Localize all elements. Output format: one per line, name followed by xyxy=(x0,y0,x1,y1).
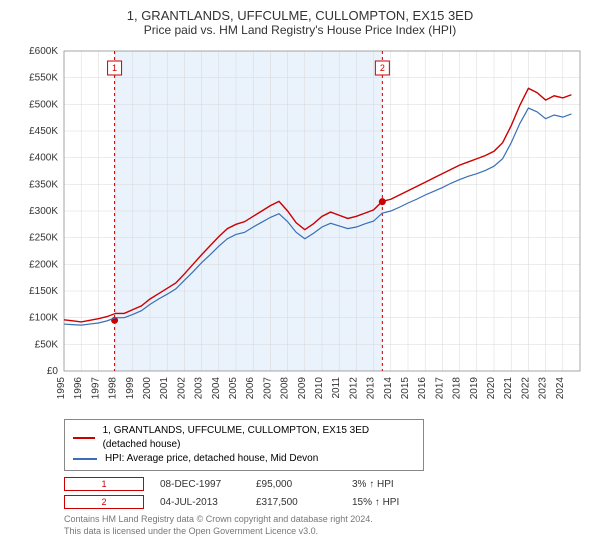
svg-text:2022: 2022 xyxy=(520,377,531,400)
marker-date-1: 08-DEC-1997 xyxy=(160,479,240,490)
legend-item-2: HPI: Average price, detached house, Mid … xyxy=(73,452,415,466)
marker-row-2: 2 04-JUL-2013 £317,500 15% ↑ HPI xyxy=(64,495,590,509)
legend: 1, GRANTLANDS, UFFCULME, CULLOMPTON, EX1… xyxy=(64,419,424,471)
marker-price-2: £317,500 xyxy=(256,497,336,508)
marker-badge-2: 2 xyxy=(64,495,144,509)
svg-text:£200K: £200K xyxy=(29,259,58,270)
svg-text:2019: 2019 xyxy=(469,377,480,400)
svg-text:£250K: £250K xyxy=(29,233,58,244)
svg-text:2006: 2006 xyxy=(245,377,256,400)
svg-text:2017: 2017 xyxy=(434,377,445,400)
svg-text:£500K: £500K xyxy=(29,99,58,110)
svg-text:2: 2 xyxy=(380,63,385,73)
svg-text:£550K: £550K xyxy=(29,73,58,84)
svg-text:2016: 2016 xyxy=(417,377,428,400)
chart-title: 1, GRANTLANDS, UFFCULME, CULLOMPTON, EX1… xyxy=(10,8,590,23)
svg-text:2014: 2014 xyxy=(383,377,394,400)
svg-text:£100K: £100K xyxy=(29,313,58,324)
svg-text:£400K: £400K xyxy=(29,153,58,164)
svg-text:2010: 2010 xyxy=(314,377,325,400)
legend-label-1: 1, GRANTLANDS, UFFCULME, CULLOMPTON, EX1… xyxy=(103,424,415,452)
svg-text:2021: 2021 xyxy=(503,377,514,400)
svg-text:1997: 1997 xyxy=(90,377,101,400)
svg-text:2008: 2008 xyxy=(280,377,291,400)
chart-area: £0 £50K £100K £150K £200K £250K £300K £350K £400… xyxy=(10,43,590,413)
svg-text:£50K: £50K xyxy=(35,339,59,350)
chart-subtitle: Price paid vs. HM Land Registry's House … xyxy=(10,23,590,37)
svg-text:£450K: £450K xyxy=(29,126,58,137)
svg-text:£0: £0 xyxy=(47,366,59,377)
svg-text:2012: 2012 xyxy=(348,377,359,400)
svg-text:2024: 2024 xyxy=(555,377,566,400)
marker-hpi-1: 3% ↑ HPI xyxy=(352,479,432,490)
svg-text:£350K: £350K xyxy=(29,179,58,190)
svg-text:1: 1 xyxy=(112,63,117,73)
svg-text:2013: 2013 xyxy=(366,377,377,400)
svg-text:£600K: £600K xyxy=(29,46,58,57)
svg-text:2005: 2005 xyxy=(228,377,239,400)
svg-text:2003: 2003 xyxy=(194,377,205,400)
svg-text:£300K: £300K xyxy=(29,206,58,217)
marker-row-1: 1 08-DEC-1997 £95,000 3% ↑ HPI xyxy=(64,477,590,491)
legend-label-2: HPI: Average price, detached house, Mid … xyxy=(105,452,318,466)
marker-price-1: £95,000 xyxy=(256,479,336,490)
legend-item-1: 1, GRANTLANDS, UFFCULME, CULLOMPTON, EX1… xyxy=(73,424,415,452)
svg-text:1996: 1996 xyxy=(73,377,84,400)
marker-badge-1: 1 xyxy=(64,477,144,491)
svg-text:2001: 2001 xyxy=(159,377,170,400)
svg-text:2009: 2009 xyxy=(297,377,308,400)
svg-text:2015: 2015 xyxy=(400,377,411,400)
marker-hpi-2: 15% ↑ HPI xyxy=(352,497,432,508)
svg-text:2002: 2002 xyxy=(176,377,187,400)
marker-date-2: 04-JUL-2013 xyxy=(160,497,240,508)
svg-text:£150K: £150K xyxy=(29,286,58,297)
marker-table: 1 08-DEC-1997 £95,000 3% ↑ HPI 2 04-JUL-… xyxy=(64,477,590,509)
svg-text:2020: 2020 xyxy=(486,377,497,400)
svg-text:2000: 2000 xyxy=(142,377,153,400)
svg-text:2011: 2011 xyxy=(331,377,342,399)
svg-text:2023: 2023 xyxy=(538,377,549,400)
svg-text:2007: 2007 xyxy=(262,377,273,400)
svg-text:2004: 2004 xyxy=(211,377,222,400)
svg-text:1995: 1995 xyxy=(56,377,67,400)
svg-text:1999: 1999 xyxy=(125,377,136,400)
svg-text:1998: 1998 xyxy=(108,377,119,400)
license-text: Contains HM Land Registry data © Crown c… xyxy=(64,513,590,537)
svg-text:2018: 2018 xyxy=(452,377,463,400)
